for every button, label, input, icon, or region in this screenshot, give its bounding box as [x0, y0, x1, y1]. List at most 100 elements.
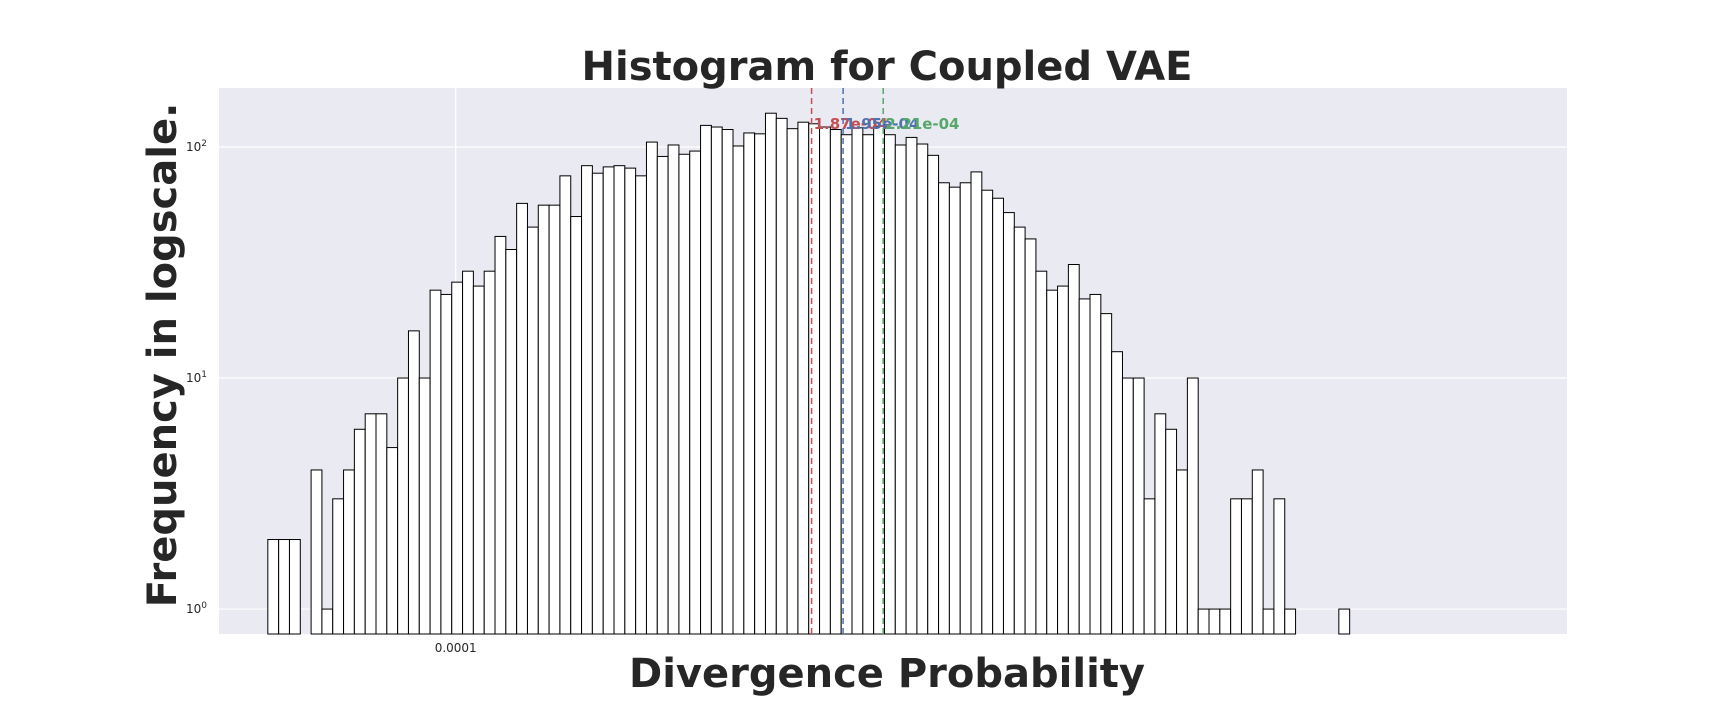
histogram-bar	[1154, 413, 1167, 635]
histogram-bar	[1067, 263, 1080, 635]
histogram-bar	[343, 469, 355, 635]
histogram-bar	[1024, 238, 1037, 635]
histogram-bar	[570, 216, 583, 635]
histogram-bar	[689, 150, 702, 635]
histogram-bar	[1230, 498, 1242, 635]
histogram-bar	[992, 197, 1004, 635]
histogram-bar	[721, 129, 734, 635]
histogram-bar	[635, 175, 647, 635]
histogram-bar	[429, 289, 442, 635]
histogram-bar	[645, 141, 658, 635]
histogram-bar	[862, 134, 875, 635]
histogram-bar	[1176, 469, 1188, 635]
histogram-bar	[1262, 608, 1275, 635]
histogram-bar	[1046, 289, 1059, 635]
histogram-bar	[288, 539, 301, 635]
histogram-bar	[927, 154, 940, 635]
histogram-bar	[321, 608, 334, 635]
histogram-bar	[894, 144, 907, 635]
histogram-bar	[1197, 608, 1210, 635]
histogram-bar	[667, 144, 680, 635]
y-tick-label: 102	[186, 139, 207, 154]
histogram-bar	[332, 498, 345, 635]
histogram-bar	[418, 377, 431, 635]
histogram-bar	[1165, 428, 1178, 635]
histogram-bar	[397, 377, 409, 635]
histogram-bar	[905, 136, 918, 635]
histogram-bar	[591, 172, 604, 635]
chart-title: Histogram for Coupled VAE	[582, 44, 1193, 90]
histogram-bar	[1219, 608, 1232, 635]
histogram-bar	[819, 126, 831, 635]
histogram-bar	[786, 128, 799, 635]
histogram-bar	[451, 281, 464, 635]
histogram-bar	[732, 145, 745, 635]
histogram-bar	[1013, 226, 1026, 635]
histogram-bar	[548, 204, 561, 635]
histogram-bar	[624, 167, 637, 635]
histogram-bar	[743, 132, 756, 635]
reference-lines: 1.87e-041.95e-042.21e-04	[810, 88, 959, 634]
reference-line-label: 2.21e-04	[885, 115, 959, 133]
histogram-bar	[1273, 498, 1286, 635]
histogram-bar	[364, 413, 377, 635]
histogram-bar	[1251, 469, 1264, 635]
histogram-bar	[462, 270, 474, 635]
y-tick-label: 101	[186, 370, 207, 385]
histogram-bar	[581, 165, 593, 635]
histogram-bar	[851, 127, 864, 635]
histogram-bar	[559, 175, 572, 635]
histogram-bar	[1338, 608, 1351, 635]
histogram-bar	[516, 202, 528, 635]
y-tick-label: 100	[186, 601, 207, 616]
histogram-bar	[483, 270, 496, 635]
histogram-bar	[278, 539, 290, 635]
histogram-bar	[797, 121, 810, 635]
histogram-bar	[1057, 285, 1069, 635]
histogram-bar	[353, 428, 366, 635]
histogram-bar	[613, 165, 626, 635]
histogram-bar	[494, 235, 507, 635]
histogram-bar	[775, 117, 788, 635]
histogram-bar	[526, 226, 539, 635]
histogram-bar	[267, 539, 280, 635]
histogram-bar	[1132, 377, 1145, 635]
histogram-bar	[1186, 377, 1199, 635]
reference-line-label: 1.87e-04	[814, 115, 888, 133]
histogram-bar	[1100, 313, 1113, 635]
histogram-bar	[1078, 298, 1091, 635]
histogram-bar	[310, 469, 323, 635]
histogram-bar	[656, 155, 669, 635]
histogram-bar	[472, 285, 485, 635]
histogram-bar	[1121, 377, 1134, 635]
histogram-bar	[938, 182, 950, 635]
histogram-bar	[407, 330, 420, 635]
histogram-bar	[1240, 498, 1253, 635]
histogram-bar	[537, 204, 550, 635]
histogram-bar	[883, 134, 896, 635]
histogram-bar	[1284, 608, 1297, 635]
x-tick-label: 0.0001	[435, 641, 477, 655]
histogram-bar	[386, 447, 399, 635]
histogram-bar	[505, 248, 518, 635]
histogram-bar	[970, 171, 983, 635]
histogram-bar	[1089, 293, 1102, 635]
histogram-bar	[754, 133, 766, 635]
axis-ticks: 100 101 102 0.0001	[186, 139, 477, 655]
histogram-bar	[700, 124, 712, 635]
histogram-bar	[602, 166, 615, 635]
histogram-bar	[1111, 351, 1123, 635]
histogram-bar	[981, 189, 994, 635]
histogram-bar	[710, 126, 723, 635]
histogram-bar	[948, 186, 961, 635]
y-axis-label: Frequency in logscale.	[140, 103, 186, 608]
reference-line-label: 1.95e-04	[845, 115, 919, 133]
histogram-bar	[1035, 270, 1048, 635]
histogram-bars	[267, 112, 1351, 635]
histogram-bar	[808, 123, 821, 635]
histogram-bar	[375, 413, 388, 635]
histogram-bar	[1143, 498, 1156, 635]
histogram-bar	[829, 129, 842, 635]
histogram-bar	[764, 112, 777, 635]
